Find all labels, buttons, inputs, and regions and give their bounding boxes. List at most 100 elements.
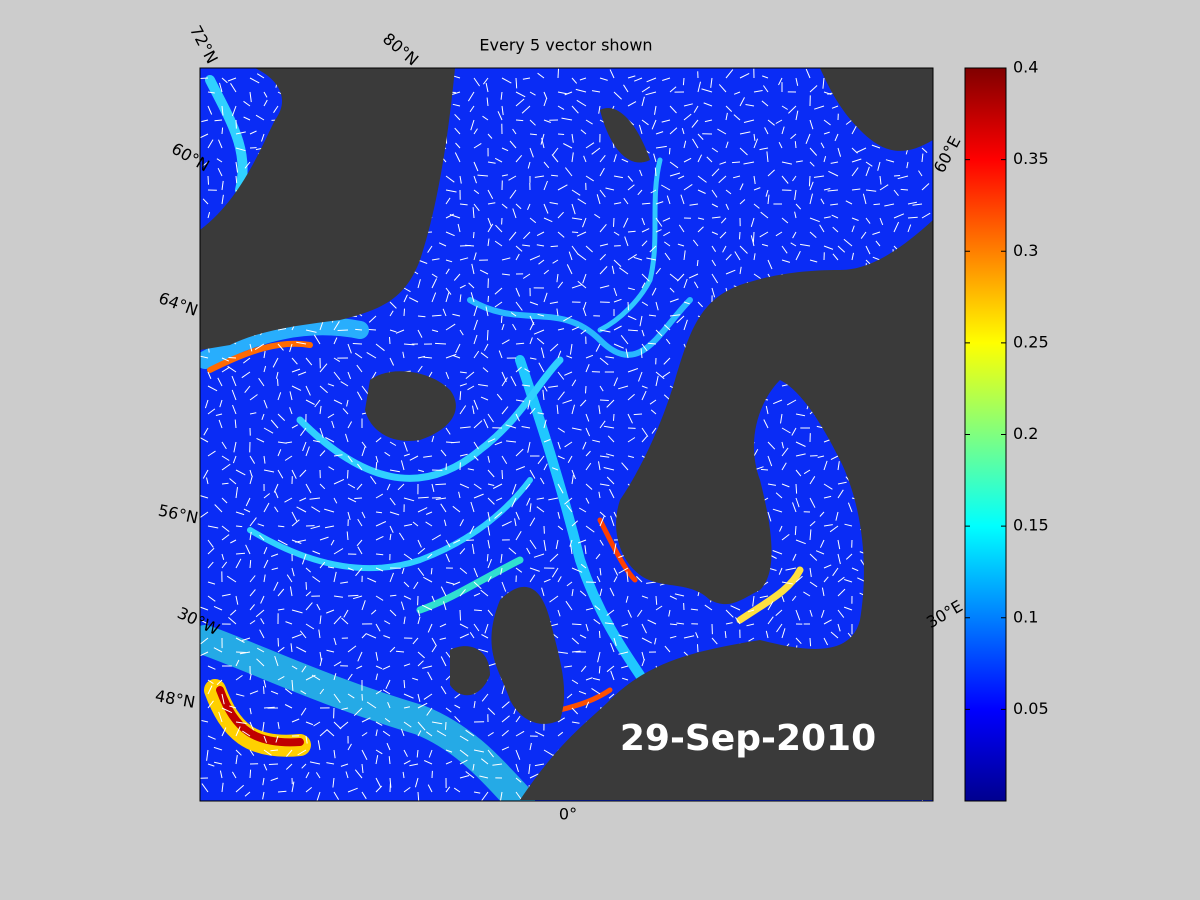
vector-arrow [487, 609, 494, 617]
vector-arrow [543, 292, 548, 303]
vector-arrow [305, 446, 310, 457]
vector-arrow [309, 761, 321, 765]
vector-arrow [207, 539, 214, 548]
vector-arrow [596, 575, 601, 583]
vector-arrow [565, 600, 573, 611]
vector-arrow [921, 153, 924, 163]
vector-arrow [459, 609, 461, 621]
vector-arrow [255, 609, 265, 618]
vector-arrow [274, 491, 279, 499]
vector-arrow [305, 623, 315, 630]
vector-arrow [480, 396, 489, 401]
vector-arrow [207, 679, 214, 685]
vector-arrow [445, 231, 455, 237]
vector-arrow [440, 656, 447, 667]
vector-arrow [761, 243, 769, 247]
vector-arrow [641, 385, 648, 389]
vector-arrow [324, 525, 335, 529]
vector-arrow [299, 497, 307, 502]
vector-arrow [277, 721, 280, 729]
vector-arrow [598, 461, 601, 471]
vector-arrow [743, 161, 755, 165]
vector-arrow [641, 658, 645, 667]
vector-arrow [305, 385, 311, 396]
vector-arrow [669, 86, 677, 93]
vector-arrow [473, 231, 475, 239]
vector-arrow [534, 175, 545, 178]
vector-arrow [875, 240, 881, 247]
vector-arrow [837, 576, 845, 583]
vector-arrow [610, 515, 615, 527]
vector-arrow [571, 189, 581, 196]
vector-arrow [473, 609, 482, 612]
vector-arrow [487, 413, 494, 423]
vector-arrow [835, 511, 839, 521]
vector-arrow [566, 693, 573, 699]
vector-arrow [533, 329, 545, 335]
vector-arrow [571, 520, 579, 527]
vector-arrow [249, 130, 257, 135]
vector-arrow [565, 167, 573, 177]
vector-arrow [613, 325, 622, 331]
vector-arrow [234, 419, 237, 429]
vector-arrow [720, 217, 727, 224]
vector-arrow [207, 371, 212, 379]
vector-arrow [837, 489, 844, 499]
vector-arrow [562, 399, 573, 404]
vector-arrow [481, 634, 489, 639]
vector-arrow [599, 189, 606, 198]
vector-arrow [375, 755, 379, 765]
vector-arrow [395, 650, 405, 653]
vector-arrow [319, 427, 324, 438]
vector-arrow [459, 633, 470, 639]
vector-arrow [347, 645, 357, 653]
vector-arrow [445, 749, 453, 753]
vector-arrow [473, 441, 479, 450]
vector-arrow [389, 594, 397, 597]
vector-arrow [375, 721, 383, 726]
vector-arrow [431, 273, 438, 278]
vector-arrow [788, 105, 797, 114]
vector-arrow [389, 336, 391, 345]
vector-arrow [900, 188, 909, 191]
vector-arrow [739, 199, 746, 205]
vector-arrow [450, 441, 461, 444]
vector-arrow [244, 385, 251, 394]
vector-arrow [580, 665, 587, 673]
vector-arrow [566, 264, 573, 275]
vector-arrow [515, 119, 524, 122]
vector-arrow [284, 688, 293, 695]
vector-arrow [663, 357, 671, 365]
vector-arrow [333, 721, 342, 730]
vector-arrow [207, 665, 216, 670]
vector-arrow [235, 595, 239, 605]
vector-arrow [487, 539, 491, 549]
vector-arrow [515, 531, 522, 541]
vector-arrow [347, 371, 352, 380]
vector-arrow [844, 579, 853, 583]
vector-arrow [570, 544, 573, 555]
vector-arrow [605, 356, 615, 359]
vector-arrow [767, 194, 770, 205]
vector-arrow [484, 623, 489, 634]
vector-arrow [403, 294, 408, 303]
vector-arrow [693, 281, 699, 289]
vector-arrow [387, 702, 391, 709]
vector-arrow [543, 119, 551, 123]
vector-arrow [569, 539, 573, 547]
vector-arrow [528, 763, 531, 774]
vector-arrow [431, 483, 435, 493]
vector-arrow [579, 590, 587, 597]
vector-arrow [235, 637, 245, 643]
vector-arrow [515, 466, 525, 471]
vector-arrow [347, 511, 351, 521]
vector-arrow [649, 399, 657, 405]
vector-arrow [733, 114, 741, 121]
vector-arrow [459, 257, 469, 261]
vector-arrow [548, 497, 559, 501]
vector-arrow [862, 193, 867, 205]
vector-arrow [243, 116, 251, 121]
vector-arrow [508, 547, 517, 555]
vector-arrow [483, 343, 489, 351]
vector-arrow [647, 342, 657, 345]
